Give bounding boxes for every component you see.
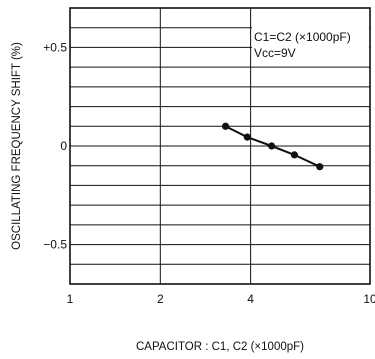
- annotation-box: [252, 27, 369, 63]
- x-tick-label: 10: [363, 292, 375, 306]
- y-tick-label: +0.5: [43, 40, 67, 54]
- x-axis-label: CAPACITOR : C1, C2 (×1000pF): [136, 341, 304, 353]
- data-point: [221, 122, 230, 130]
- series-layer: [221, 122, 324, 171]
- y-tick-label: −0.5: [43, 238, 67, 252]
- plot-frame: [69, 7, 371, 285]
- x-tick-label: 1: [67, 292, 74, 306]
- data-point: [243, 133, 251, 141]
- data-point: [316, 163, 324, 171]
- y-tick-label: 0: [60, 139, 67, 153]
- grid-lines: [70, 8, 371, 284]
- tick-labels: 1 2 4 10 +0.5 0 −0.5: [43, 40, 375, 306]
- annotation-condition-1: C1=C2 (×1000pF): [254, 30, 351, 44]
- annotation-condition-2: Vcc=9V: [254, 46, 296, 60]
- x-tick-label: 4: [247, 292, 254, 306]
- x-tick-label: 2: [157, 292, 164, 306]
- y-axis-label: OSCILLATING FREQUENCY SHIFT (%): [11, 42, 23, 250]
- data-point: [290, 151, 299, 159]
- data-point: [268, 142, 276, 150]
